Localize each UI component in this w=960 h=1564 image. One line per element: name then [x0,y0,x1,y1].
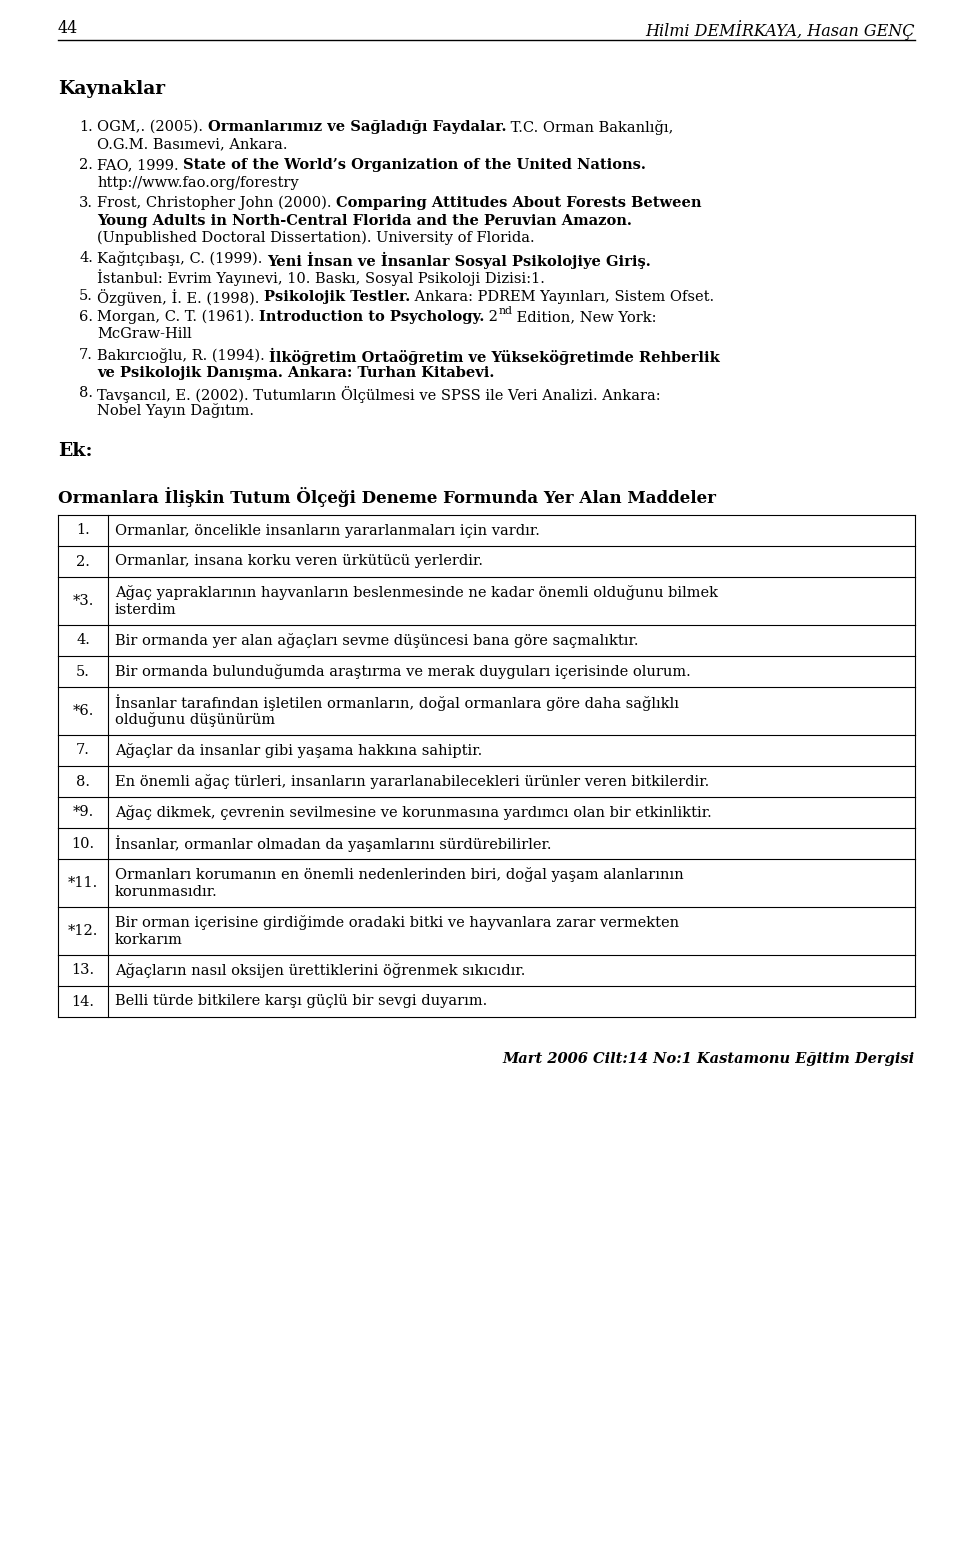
Text: Comparing Attitudes About Forests Between: Comparing Attitudes About Forests Betwee… [336,196,702,210]
Text: OGM,. (2005).: OGM,. (2005). [97,120,207,135]
Text: O.G.M. Basımevi, Ankara.: O.G.M. Basımevi, Ankara. [97,138,287,152]
Text: olduğunu düşünürüm: olduğunu düşünürüm [115,712,276,727]
Text: *3.: *3. [72,594,94,608]
Text: Ormanlara İlişkin Tutum Ölçeği Deneme Formunda Yer Alan Maddeler: Ormanlara İlişkin Tutum Ölçeği Deneme Fo… [58,486,716,507]
Text: 3.: 3. [79,196,93,210]
Text: 6.: 6. [79,310,93,324]
Text: T.C. Orman Bakanlığı,: T.C. Orman Bakanlığı, [506,120,674,135]
Text: isterdim: isterdim [115,602,177,616]
Text: Bakırcıoğlu, R. (1994).: Bakırcıoğlu, R. (1994). [97,349,270,363]
Text: Edition, New York:: Edition, New York: [513,310,657,324]
Text: korkarım: korkarım [115,932,182,946]
Text: nd: nd [498,307,513,316]
Text: Mart 2006 Cilt:14 No:1 Kastamonu Eğitim Dergisi: Mart 2006 Cilt:14 No:1 Kastamonu Eğitim … [503,1053,915,1067]
Text: 4.: 4. [76,633,90,647]
Text: En önemli ağaç türleri, insanların yararlanabilecekleri ürünler veren bitkilerdi: En önemli ağaç türleri, insanların yarar… [115,774,709,788]
Text: Morgan, C. T. (1961).: Morgan, C. T. (1961). [97,310,259,324]
Text: Introduction to Psychology.: Introduction to Psychology. [259,310,485,324]
Text: *12.: *12. [68,924,98,938]
Text: İnsanlar, ormanlar olmadan da yaşamlarını sürdürebilirler.: İnsanlar, ormanlar olmadan da yaşamların… [115,835,551,852]
Text: (Unpublished Doctoral Dissertation). University of Florida.: (Unpublished Doctoral Dissertation). Uni… [97,231,535,246]
Text: 1.: 1. [76,524,90,538]
Text: 8.: 8. [79,386,93,400]
Text: 2.: 2. [76,555,90,568]
Text: 8.: 8. [76,774,90,788]
Text: http://www.fao.org/forestry: http://www.fao.org/forestry [97,175,299,189]
Text: State of the World’s Organization of the United Nations.: State of the World’s Organization of the… [183,158,646,172]
Text: 4.: 4. [79,252,93,266]
Text: Hilmi DEMİRKAYA, Hasan GENÇ: Hilmi DEMİRKAYA, Hasan GENÇ [645,20,915,41]
Text: Bir ormanda yer alan ağaçları sevme düşüncesi bana göre saçmalıktır.: Bir ormanda yer alan ağaçları sevme düşü… [115,633,638,647]
Text: Ağaçların nasıl oksijen ürettiklerini öğrenmek sıkıcıdır.: Ağaçların nasıl oksijen ürettiklerini öğ… [115,963,525,978]
Text: Ağaç yapraklarının hayvanların beslenmesinde ne kadar önemli olduğunu bilmek: Ağaç yapraklarının hayvanların beslenmes… [115,585,718,601]
Text: Ek:: Ek: [58,443,92,460]
Text: Kağıtçıbaşı, C. (1999).: Kağıtçıbaşı, C. (1999). [97,252,267,266]
Text: *9.: *9. [72,805,94,820]
Text: İnsanlar tarafından işletilen ormanların, doğal ormanlara göre daha sağlıklı: İnsanlar tarafından işletilen ormanların… [115,694,679,712]
Text: 5.: 5. [76,665,90,679]
Text: Ormanlarımız ve Sağladığı Faydalar.: Ormanlarımız ve Sağladığı Faydalar. [207,120,506,135]
Text: Tavşancıl, E. (2002). Tutumların Ölçülmesi ve SPSS ile Veri Analizi. Ankara:: Tavşancıl, E. (2002). Tutumların Ölçülme… [97,386,660,404]
Text: 44: 44 [58,20,79,38]
Text: Nobel Yayın Dağıtım.: Nobel Yayın Dağıtım. [97,404,254,419]
Text: 1.: 1. [80,120,93,135]
Text: Ormanlar, öncelikle insanların yararlanmaları için vardır.: Ormanlar, öncelikle insanların yararlanm… [115,524,540,538]
Text: Bir ormanda bulunduğumda araştırma ve merak duyguları içerisinde olurum.: Bir ormanda bulunduğumda araştırma ve me… [115,665,691,679]
Text: Ağaçlar da insanlar gibi yaşama hakkına sahiptir.: Ağaçlar da insanlar gibi yaşama hakkına … [115,743,482,759]
Text: korunmasıdır.: korunmasıdır. [115,885,218,898]
Text: 14.: 14. [71,995,94,1009]
Text: 10.: 10. [71,837,95,851]
Text: 5.: 5. [79,289,93,303]
Text: *6.: *6. [72,704,94,718]
Text: 2.: 2. [79,158,93,172]
Text: 2: 2 [485,310,498,324]
Text: 13.: 13. [71,963,95,978]
Text: Ankara: PDREM Yayınları, Sistem Ofset.: Ankara: PDREM Yayınları, Sistem Ofset. [410,289,714,303]
Text: FAO, 1999.: FAO, 1999. [97,158,183,172]
Text: Bir orman içerisine girdiğimde oradaki bitki ve hayvanlara zarar vermekten: Bir orman içerisine girdiğimde oradaki b… [115,915,679,931]
Text: Belli türde bitkilere karşı güçlü bir sevgi duyarım.: Belli türde bitkilere karşı güçlü bir se… [115,995,488,1009]
Text: Young Adults in North-Central Florida and the Peruvian Amazon.: Young Adults in North-Central Florida an… [97,214,632,227]
Text: 7.: 7. [76,743,90,757]
Text: Frost, Christopher John (2000).: Frost, Christopher John (2000). [97,196,336,211]
Text: Yeni İnsan ve İnsanlar Sosyal Psikolojiye Giriş.: Yeni İnsan ve İnsanlar Sosyal Psikolojiy… [267,252,651,269]
Text: Kaynaklar: Kaynaklar [58,80,165,99]
Text: İstanbul: Evrim Yayınevi, 10. Baskı, Sosyal Psikoloji Dizisi:1.: İstanbul: Evrim Yayınevi, 10. Baskı, Sos… [97,269,545,286]
Text: 7.: 7. [79,349,93,361]
Text: Özgüven, İ. E. (1998).: Özgüven, İ. E. (1998). [97,289,264,307]
Text: ve Psikolojik Danışma. Ankara: Turhan Kitabevi.: ve Psikolojik Danışma. Ankara: Turhan Ki… [97,366,494,380]
Text: Ormanları korumanın en önemli nedenlerinden biri, doğal yaşam alanlarının: Ormanları korumanın en önemli nedenlerin… [115,866,684,882]
Text: *11.: *11. [68,876,98,890]
Text: Psikolojik Testler.: Psikolojik Testler. [264,289,410,303]
Text: McGraw-Hill: McGraw-Hill [97,327,192,341]
Text: Ağaç dikmek, çevrenin sevilmesine ve korunmasına yardımcı olan bir etkinliktir.: Ağaç dikmek, çevrenin sevilmesine ve kor… [115,805,711,820]
Text: Ormanlar, insana korku veren ürkütücü yerlerdir.: Ormanlar, insana korku veren ürkütücü ye… [115,555,483,568]
Text: İlköğretim Ortaöğretim ve Yükseköğretimde Rehberlik: İlköğretim Ortaöğretim ve Yükseköğretimd… [270,349,720,364]
